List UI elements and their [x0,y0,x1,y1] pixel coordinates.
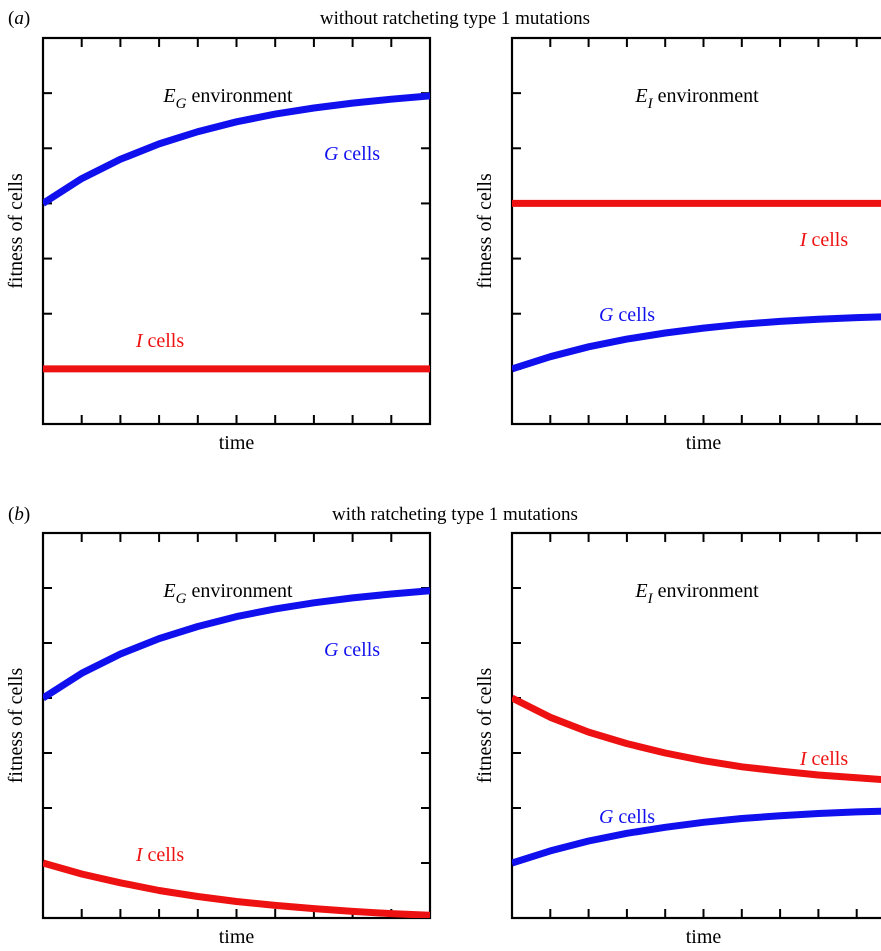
y-axis-label: fitness of cells [5,173,27,289]
series-label-g-cells: G cells [599,806,655,828]
series-label-g-cells: G cells [324,143,380,165]
y-axis-label: fitness of cells [5,668,27,784]
environment-label: EG environment [162,85,293,112]
series-label-i-cells: I cells [135,330,185,352]
chart-panel-b-right: I cells G cells EI environment time fitness … [474,531,881,948]
x-axis-label: time [686,926,722,948]
row-a-label: (a) [8,8,30,29]
y-axis-label: fitness of cells [474,668,496,784]
series-line-g-cells [512,807,881,867]
x-axis-label: time [686,432,722,454]
x-axis-label: time [219,432,255,454]
chart-panels: G cells I cells EG environment time fitness … [5,36,881,948]
series-line-i-cells [43,859,430,918]
series-label-i-cells: I cells [135,844,185,866]
series-line-g-cells [512,313,881,373]
row-a-title: without ratcheting type 1 mutations [320,8,590,29]
series-label-i-cells: I cells [799,748,849,770]
chart-panel-b-left: G cells I cells EG environment time fitness … [5,531,432,948]
series-line-g-cells [43,587,430,701]
y-axis-label: fitness of cells [474,173,496,289]
series-label-i-cells: I cells [799,229,849,251]
series-label-g-cells: G cells [599,304,655,326]
environment-label: EI environment [634,580,759,607]
environment-label: EI environment [634,85,759,112]
series-line-i-cells [512,694,881,784]
series-line-g-cells [43,92,430,207]
chart-panel-a-right: I cells G cells EI environment time fitness … [474,36,881,454]
x-axis-label: time [219,926,255,948]
environment-label: EG environment [162,580,293,607]
row-b-title: with ratcheting type 1 mutations [332,504,578,525]
series-label-g-cells: G cells [324,639,380,661]
row-b-label: (b) [8,504,30,525]
chart-panel-a-left: G cells I cells EG environment time fitness … [5,36,432,454]
